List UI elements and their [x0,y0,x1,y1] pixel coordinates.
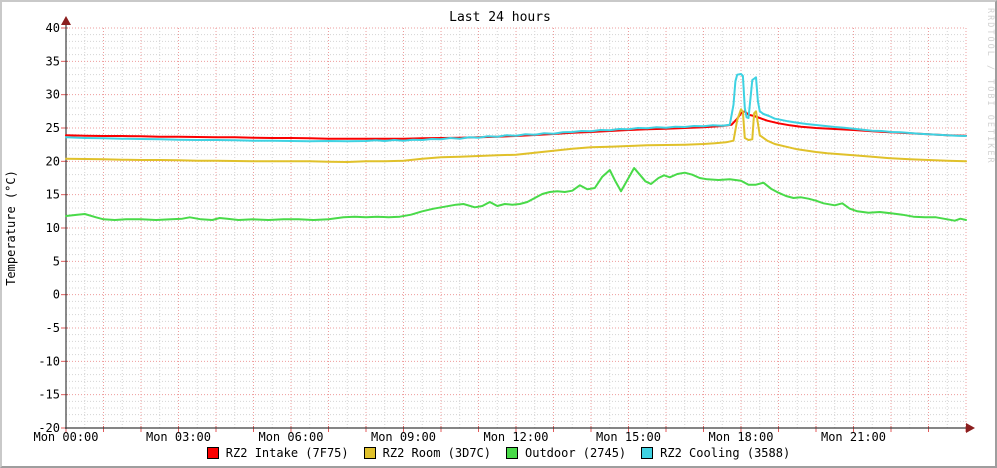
legend-swatch-icon [641,447,654,459]
y-tick-label: -15 [38,388,60,402]
legend-label: Outdoor (2745) [525,446,627,460]
y-tick-label: 5 [53,254,60,268]
legend-swatch-icon [363,447,376,459]
series-line-rz2-intake-7f75 [65,110,967,140]
x-tick-label: Mon 00:00 [33,430,98,444]
series-line-outdoor-2745 [65,167,967,222]
legend-swatch-icon [206,447,219,459]
x-axis-arrow-icon [966,423,975,433]
series-lines [65,73,967,222]
y-tick-label: 40 [46,21,60,35]
series-line-rz2-room-3d7c [65,108,967,163]
grid-major [66,27,967,429]
series-line-rz2-cooling-3588 [65,73,967,143]
y-axis-arrow-icon [61,16,71,25]
y-tick-labels: 40 35 30 25 20 15 10 5 0 -5 -10 -15 -20 [38,21,60,435]
y-tick-label: 15 [46,188,60,202]
x-tick-labels: Mon 00:00 Mon 03:00 Mon 06:00 Mon 09:00 Mon … [33,430,886,444]
x-tick-label: Mon 03:00 [146,430,211,444]
y-tick-label: 25 [46,121,60,135]
x-tick-label: Mon 18:00 [708,430,773,444]
y-tick-label: 20 [46,154,60,168]
y-tick-label: 0 [53,288,60,302]
y-tick-label: 10 [46,221,60,235]
legend-label: RZ2 Intake (7F75) [225,446,349,460]
chart-title: Last 24 hours [449,10,551,25]
axis-ticks [61,27,967,432]
legend-item-rz2-intake-7f75: RZ2 Intake (7F75) [206,446,349,460]
y-tick-label: 30 [46,88,60,102]
x-tick-label: Mon 15:00 [596,430,661,444]
x-tick-label: Mon 09:00 [371,430,436,444]
legend-item-rz2-cooling-3588: RZ2 Cooling (3588) [641,446,790,460]
rrdtool-watermark: RRDTOOL / TOBI OETIKER [985,8,995,165]
legend-item-outdoor-2745: Outdoor (2745) [506,446,626,460]
legend-item-rz2-room-3d7c: RZ2 Room (3D7C) [363,446,491,460]
legend-swatch-icon [506,447,518,459]
x-tick-label: Mon 12:00 [483,430,548,444]
x-tick-label: Mon 21:00 [821,430,886,444]
legend-label: RZ2 Room (3D7C) [382,446,491,460]
axis-lines [65,20,968,429]
y-tick-label: -20 [38,421,60,435]
axis-arrow-icons [61,16,975,433]
legend-label: RZ2 Cooling (3588) [660,446,791,460]
y-tick-label: 35 [46,54,60,68]
y-tick-label: -10 [38,354,60,368]
x-tick-label: Mon 06:00 [258,430,323,444]
y-axis-title: Temperature (°C) [4,170,18,286]
chart-legend: RZ2 Intake (7F75) RZ2 Room (3D7C) Outdoor … [2,446,995,460]
y-tick-label: -5 [46,321,60,335]
